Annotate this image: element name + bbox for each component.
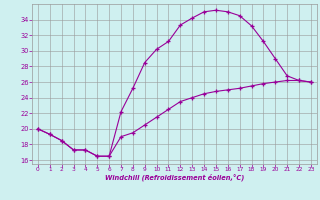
X-axis label: Windchill (Refroidissement éolien,°C): Windchill (Refroidissement éolien,°C) <box>105 174 244 181</box>
